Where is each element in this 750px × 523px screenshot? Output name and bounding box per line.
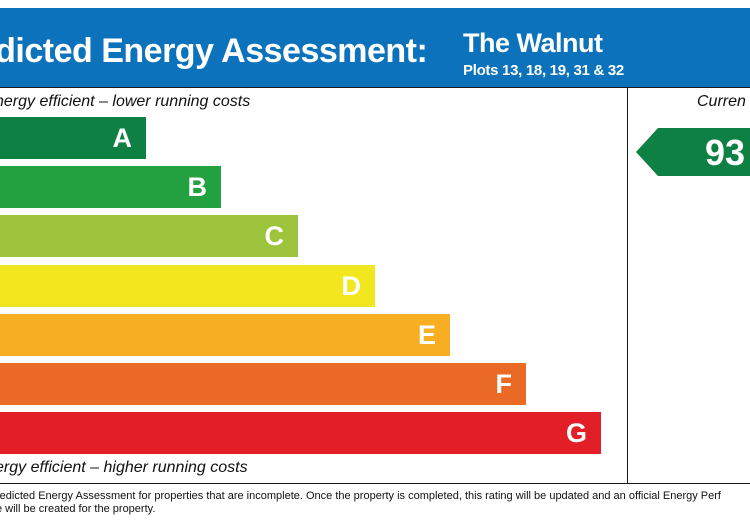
- rating-band-label: F: [495, 369, 513, 399]
- footer-disclaimer: redicted Energy Assessment for propertie…: [0, 490, 721, 516]
- note-inefficient: ergy efficient – higher running costs: [0, 459, 248, 476]
- rating-bar-g: G: [0, 412, 601, 454]
- rating-bar-e: E: [0, 314, 450, 356]
- rating-bar-a: As: [0, 117, 146, 159]
- plots-list: Plots 13, 18, 19, 31 & 32: [463, 62, 624, 79]
- header-banner: redicted Energy Assessment: The Walnut P…: [0, 8, 750, 87]
- rating-band-label: C: [264, 221, 285, 251]
- divider-column: [627, 87, 628, 484]
- divider-bottom: [0, 483, 750, 484]
- rating-band-label: E: [417, 320, 436, 350]
- rating-band-label: D: [341, 271, 362, 301]
- current-column-header: Curren: [697, 93, 746, 110]
- rating-band-label: B: [187, 172, 208, 202]
- page-title: redicted Energy Assessment:: [0, 32, 428, 70]
- note-efficient: nergy efficient – lower running costs: [0, 93, 251, 110]
- rating-band-label: A: [112, 123, 133, 153]
- rating-bar-d: D: [0, 265, 375, 307]
- footer-line-1: redicted Energy Assessment for propertie…: [0, 490, 721, 502]
- current-rating-arrow: [636, 128, 750, 176]
- current-rating-value: 93: [705, 132, 746, 173]
- rating-bar-f: F: [0, 363, 526, 405]
- rating-bar-b: B: [0, 166, 221, 208]
- property-name: The Walnut: [463, 28, 603, 58]
- rating-bar-c: C: [0, 215, 298, 257]
- rating-band-label: G: [565, 418, 587, 448]
- footer-line-2: e will be created for the property.: [0, 503, 156, 515]
- divider-top: [0, 87, 750, 88]
